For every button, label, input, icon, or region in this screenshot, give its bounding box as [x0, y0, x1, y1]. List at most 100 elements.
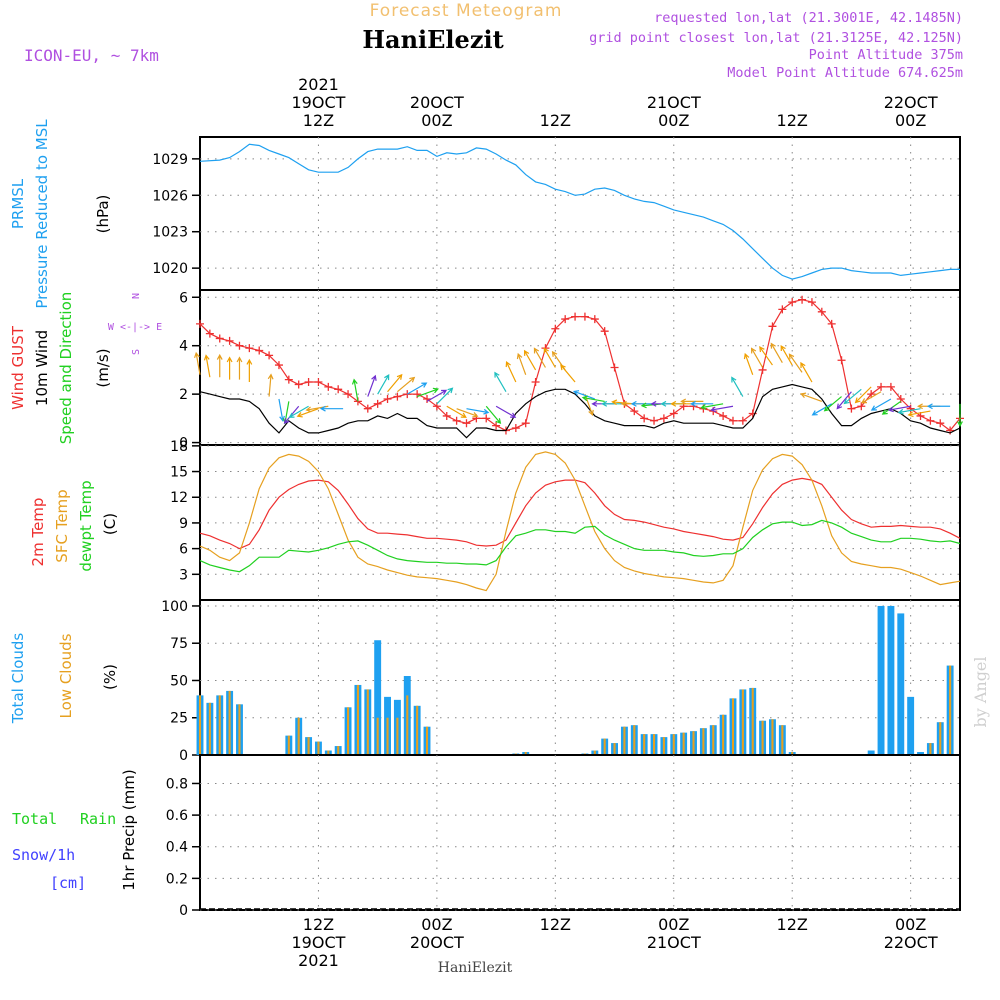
clouds-bar-low-clouds [406, 695, 409, 755]
gust-marker [640, 414, 649, 423]
gridpoint-location: grid point closest lon,lat (21.3125E, 42… [589, 30, 963, 46]
wind-arrow [926, 403, 951, 410]
gust-marker [462, 419, 471, 428]
gust-marker [274, 361, 283, 370]
top-time-label: 22OCT [884, 93, 938, 112]
top-time-label: 19OCT [291, 93, 345, 112]
gust-marker [886, 382, 895, 391]
gust-marker [837, 356, 846, 365]
clouds-label-low: Low Clouds [57, 633, 75, 718]
clouds-ytick-label: 100 [161, 599, 188, 615]
precip-label-rain: Rain [80, 810, 116, 828]
gust-marker [511, 424, 520, 433]
gust-marker [531, 378, 540, 387]
gust-marker [650, 416, 659, 425]
bottom-time-label: 00Z [895, 915, 926, 934]
clouds-bar-low-clouds [287, 735, 290, 755]
clouds-bar-low-clouds [593, 750, 596, 755]
clouds-bar-low-clouds [623, 726, 626, 755]
wind-arrow [226, 356, 233, 380]
clouds-bar-total-clouds [907, 696, 915, 755]
gust-marker [600, 327, 609, 336]
clouds-bar-low-clouds [297, 717, 300, 755]
gust-marker [936, 419, 945, 428]
gust-marker [255, 346, 264, 355]
gust-marker [235, 341, 244, 350]
gust-marker [807, 298, 816, 307]
compass-north: N [131, 293, 142, 299]
gust-marker [669, 409, 678, 418]
bottom-time-label: 00Z [658, 915, 689, 934]
wind-panel: Wind GUST 10m Wind Speed and Direction (… [9, 289, 964, 452]
wind-arrow [523, 349, 537, 371]
top-time-label: 12Z [303, 111, 334, 130]
wind-arrow [836, 391, 852, 410]
temperature-ytick-label: 6 [179, 542, 188, 558]
bottom-time-label: 19OCT [291, 933, 345, 952]
wind-arrow [759, 346, 773, 366]
clouds-bar-low-clouds [396, 717, 399, 755]
bottom-time-label: 12Z [540, 915, 571, 934]
clouds-bar-total-clouds [877, 605, 885, 755]
bottom-time-label: 20OCT [410, 933, 464, 952]
wind-arrow [485, 405, 502, 425]
gust-marker [827, 319, 836, 328]
temperature-panel: 2m Temp SFC Temp dewpt Temp (C) 3 6 9 12 15 1… [29, 439, 961, 601]
wind-arrow [670, 400, 694, 407]
wind-arrow [811, 403, 832, 416]
wind-arrow [780, 344, 793, 366]
gust-marker [225, 336, 234, 345]
clouds-bar-low-clouds [949, 665, 952, 755]
clouds-bar-low-clouds [672, 734, 675, 755]
wind-arrow [426, 389, 448, 402]
wind-arrow [377, 374, 390, 395]
gust-marker [324, 382, 333, 391]
clouds-bar-low-clouds [386, 717, 389, 755]
clouds-bar-low-clouds [633, 725, 636, 755]
clouds-bar-low-clouds [228, 690, 231, 755]
clouds-bar-low-clouds [307, 737, 310, 755]
gust-marker [373, 399, 382, 408]
clouds-bar-low-clouds [722, 714, 725, 755]
wind-arrow [560, 364, 576, 383]
wind-arrow [630, 400, 655, 407]
temperature-ytick-label: 3 [179, 567, 188, 583]
temperature-series-dewpt-temp [199, 519, 961, 573]
model-name: ICON-EU, ~ 7km [24, 46, 159, 65]
bottom-time-label: 12Z [303, 915, 334, 934]
clouds-bar-low-clouds [939, 722, 942, 755]
wind-label-dir: Speed and Direction [57, 292, 75, 445]
wind-arrow [843, 388, 862, 405]
clouds-bar-low-clouds [238, 704, 241, 755]
precip-label-snow: Snow/1h [12, 846, 75, 864]
wind-series-wind-gust [199, 299, 961, 432]
gust-marker [452, 416, 461, 425]
gust-marker [561, 315, 570, 324]
clouds-bar-low-clouds [652, 734, 656, 755]
temperature-series-sfc-temp [199, 451, 961, 592]
gust-marker [294, 380, 303, 389]
gust-marker [926, 416, 935, 425]
pressure-unit: (hPa) [94, 195, 112, 234]
gust-marker [344, 390, 353, 399]
clouds-bar-low-clouds [337, 746, 340, 755]
wind-arrow [788, 353, 803, 373]
wind-ytick-label: 0 [179, 436, 188, 452]
model-altitude: Model Point Altitude 674.625m [727, 65, 963, 81]
clouds-bar-low-clouds [416, 705, 419, 755]
top-time-label: 20OCT [410, 93, 464, 112]
clouds-bar-low-clouds [702, 728, 705, 755]
temperature-series-2m-temp [199, 477, 961, 550]
gust-marker [245, 344, 254, 353]
wind-arrow [907, 410, 931, 418]
clouds-unit: (%) [101, 664, 119, 690]
gust-marker [659, 414, 668, 423]
gust-marker [334, 385, 343, 394]
clouds-bar-low-clouds [791, 752, 794, 755]
gust-marker [205, 329, 214, 338]
wind-series-10m-wind [199, 383, 961, 439]
wind-arrow [799, 392, 823, 402]
gust-marker [492, 421, 501, 430]
precipitation-frame [199, 754, 961, 911]
